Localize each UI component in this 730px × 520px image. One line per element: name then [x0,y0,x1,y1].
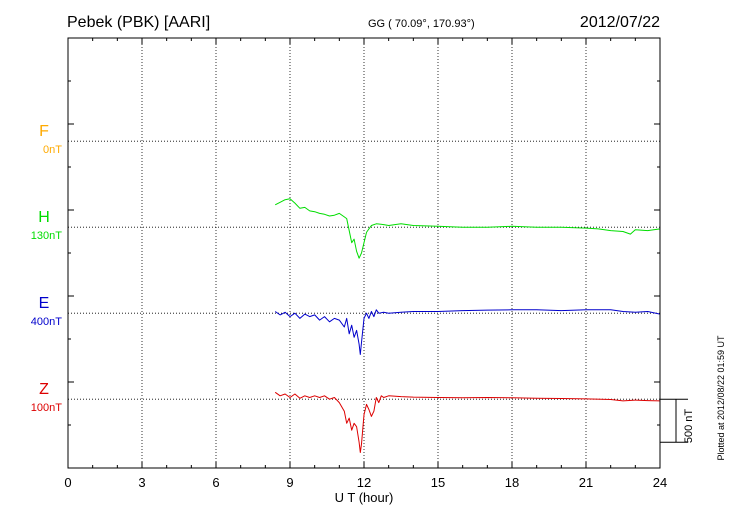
scale-bar: 500 nT [660,398,695,444]
offset-label-e: 400nT [31,316,62,328]
offset-label-f: 0nT [43,144,62,156]
scale-bar-label: 500 nT [683,409,695,444]
station-title: Pebek (PBK) [AARI] [67,14,210,31]
x-axis-label: U T (hour) [335,490,394,505]
grid-lines [68,38,660,468]
offset-label-h: 130nT [31,230,62,242]
plot-frame [67,37,661,469]
plotted-timestamp: Plotted at 2012/08/22 01:59 UT [716,335,726,461]
x-tick-label: 21 [579,475,593,490]
x-tick-label: 0 [64,475,71,490]
x-axis: 0 3 6 9 12 15 18 21 24 [64,37,667,490]
date-label: 2012/07/22 [580,14,660,31]
x-tick-label: 9 [286,475,293,490]
offset-label-z: 100nT [31,402,62,414]
component-labels: F 0nT H 130nT E 400nT Z 100nT [31,123,62,414]
x-tick-label: 6 [212,475,219,490]
series-line-e [274,309,661,355]
series-layer [274,198,661,453]
x-tick-label: 3 [138,475,145,490]
series-line-z [274,391,661,453]
geographic-coordinates: GG ( 70.09°, 170.93°) [368,18,475,30]
component-label-z: Z [39,381,49,398]
series-line-h [274,198,661,259]
component-label-e: E [39,295,50,312]
x-tick-label: 24 [653,475,667,490]
component-label-h: H [38,209,50,226]
component-label-f: F [39,123,49,140]
x-tick-label: 12 [357,475,371,490]
x-tick-label: 15 [431,475,445,490]
x-tick-label: 18 [505,475,519,490]
